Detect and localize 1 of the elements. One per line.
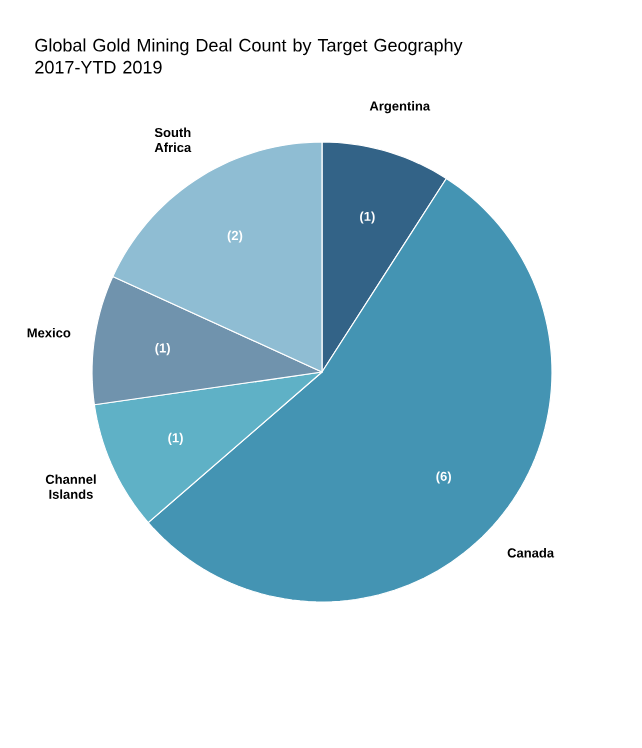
chart-title: Global Gold Mining Deal Count by Target Geography 2017-YTD 2019 — [35, 38, 463, 74]
